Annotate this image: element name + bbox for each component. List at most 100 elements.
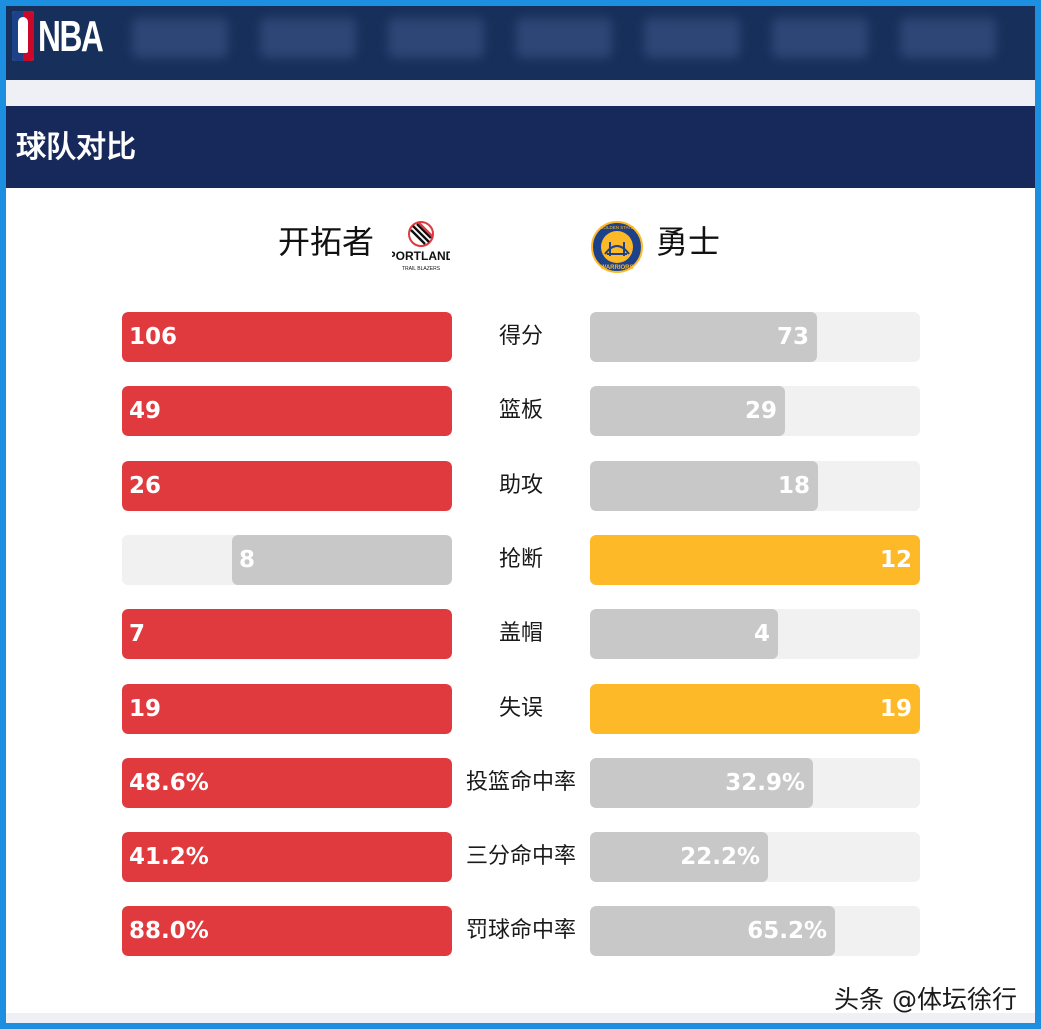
stat-bar-left: 8 [232,535,452,585]
nav-item-blurred[interactable] [772,18,868,58]
golden-state-warriors-logo-icon: GOLDEN STATE WARRIORS [591,221,643,273]
stat-value-right: 19 [879,696,912,722]
stat-bar-left-track: 49 [122,386,452,436]
stat-bar-left: 7 [122,609,452,659]
stat-value-left: 26 [129,473,162,499]
stat-label: 篮板 [498,398,543,423]
stat-row: 48.6% 投篮命中率 32.9% [122,758,922,808]
stat-bar-left: 88.0% [122,906,452,956]
stat-label: 罚球命中率 [465,918,576,943]
nav-item-blurred[interactable] [260,18,356,58]
stat-label: 失误 [498,696,543,721]
stat-bar-left: 19 [122,684,452,734]
stat-row: 8 抢断 12 [122,535,922,585]
stat-bar-right: 18 [590,461,818,511]
stat-value-left: 88.0% [129,918,209,944]
stat-value-left: 7 [129,621,146,647]
stat-label: 投篮命中率 [465,770,576,795]
stat-row: 19 失误 19 [122,684,922,734]
stat-value-left: 49 [129,398,162,424]
stat-label: 盖帽 [498,621,543,646]
stat-label: 助攻 [498,473,543,498]
stat-bar-right: 29 [590,386,785,436]
stat-row: 41.2% 三分命中率 22.2% [122,832,922,882]
stat-value-left: 106 [129,324,178,350]
gsw-logo-text: WARRIORS [601,265,634,271]
stat-row: 49 篮板 29 [122,386,922,436]
nba-logo-silhouette-icon [12,11,34,61]
nba-logo-text: NBA [38,12,104,61]
portland-logo-subtext: TRAIL BLAZERS [402,266,441,272]
stat-bar-left-track: 106 [122,312,452,362]
stat-row: 88.0% 罚球命中率 65.2% [122,906,922,956]
stat-bar-right: 65.2% [590,906,835,956]
team-right-name: 勇士 [656,223,721,261]
stat-value-right: 18 [777,473,810,499]
stat-bar-left-track: 8 [122,535,452,585]
stat-bar-left: 26 [122,461,452,511]
stat-bar-right-track: 12 [590,535,920,585]
stat-bar-left-track: 7 [122,609,452,659]
stat-value-left: 41.2% [129,844,209,870]
nav-item-blurred[interactable] [900,18,996,58]
stat-bar-right: 19 [590,684,920,734]
top-nav-bar: NBA [6,6,1035,80]
stat-bar-left-track: 48.6% [122,758,452,808]
nav-item-blurred[interactable] [516,18,612,58]
nav-item-blurred[interactable] [644,18,740,58]
stat-bar-right-track: 65.2% [590,906,920,956]
stat-value-left: 19 [129,696,162,722]
stat-bar-left: 106 [122,312,452,362]
stat-bar-right-track: 19 [590,684,920,734]
stat-bar-right-track: 29 [590,386,920,436]
stat-label: 得分 [498,324,543,349]
stat-bar-left-track: 26 [122,461,452,511]
portland-logo-text: PORTLAND [392,249,450,263]
stat-bar-right: 73 [590,312,817,362]
stat-value-right: 65.2% [747,918,827,944]
stat-value-right: 29 [744,398,777,424]
stat-label: 三分命中率 [465,844,576,869]
stat-bar-right-track: 32.9% [590,758,920,808]
stat-value-left: 48.6% [129,770,209,796]
stat-bar-right: 22.2% [590,832,768,882]
section-header: 球队对比 [6,106,1035,188]
nba-logo[interactable]: NBA [12,11,104,61]
stat-value-right: 73 [776,324,809,350]
stat-bar-left-track: 19 [122,684,452,734]
stat-bar-right: 32.9% [590,758,813,808]
gsw-logo-subtext: GOLDEN STATE [600,225,634,230]
stat-bar-left: 41.2% [122,832,452,882]
watermark: 头条 @体坛徐行 [834,985,1017,1014]
stat-bar-left-track: 41.2% [122,832,452,882]
stat-value-right: 22.2% [680,844,760,870]
nav-item-blurred[interactable] [388,18,484,58]
stat-bar-right-track: 4 [590,609,920,659]
stat-bar-right-track: 22.2% [590,832,920,882]
header-gap [6,80,1035,106]
stat-bar-left-track: 88.0% [122,906,452,956]
bottom-strip [6,1013,1035,1023]
team-right: GOLDEN STATE WARRIORS 勇士 [590,218,750,278]
stat-bar-right: 4 [590,609,778,659]
section-title: 球队对比 [16,130,136,165]
team-left: 开拓者 PORTLAND TRAIL BLAZERS [276,218,466,278]
team-left-name: 开拓者 [278,223,375,261]
stat-label: 抢断 [498,547,543,572]
stat-bar-right: 12 [590,535,920,585]
stat-value-right: 32.9% [725,770,805,796]
stat-bar-right-track: 73 [590,312,920,362]
portland-trail-blazers-logo-icon: PORTLAND TRAIL BLAZERS [392,221,450,272]
stat-row: 26 助攻 18 [122,461,922,511]
nav-menu-blurred [132,18,1032,68]
stat-value-left: 8 [239,547,256,573]
stat-value-right: 12 [879,547,912,573]
stat-row: 106 得分 73 [122,312,922,362]
stat-bar-right-track: 18 [590,461,920,511]
stat-row: 7 盖帽 4 [122,609,922,659]
stat-bar-left: 48.6% [122,758,452,808]
stat-bar-left: 49 [122,386,452,436]
stat-value-right: 4 [753,621,770,647]
nav-item-blurred[interactable] [132,18,228,58]
